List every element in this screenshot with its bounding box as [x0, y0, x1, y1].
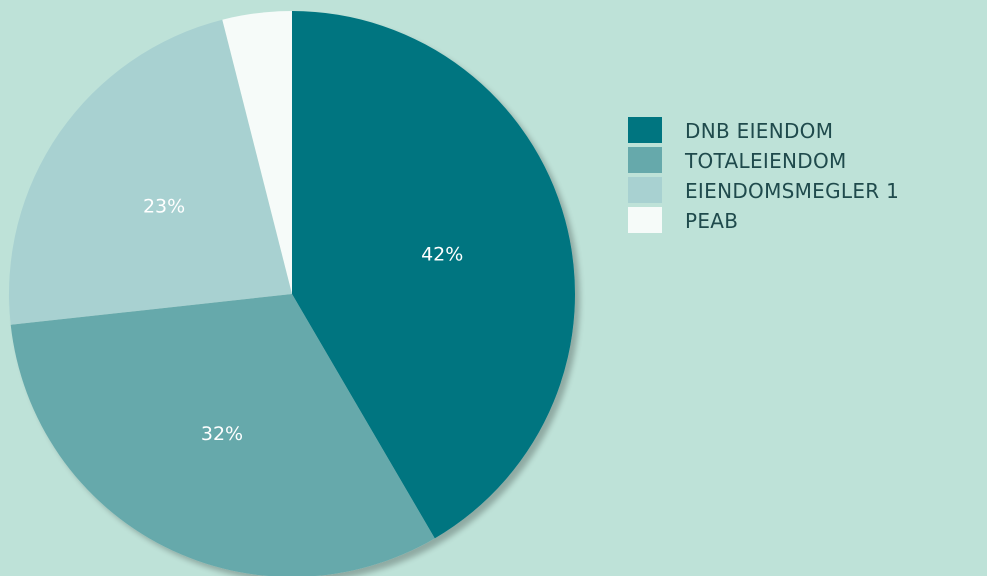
legend-label-peab: PEAB: [685, 209, 738, 233]
legend-label-totaleiendom: TOTALEIENDOM: [684, 149, 847, 173]
legend-swatch-dnb-eiendom: [628, 117, 662, 143]
legend-swatch-totaleiendom: [628, 147, 662, 173]
legend-swatch-peab: [628, 207, 662, 233]
slice-label-eiendomsmegler-1: 23%: [143, 195, 185, 217]
slice-label-dnb-eiendom: 42%: [421, 243, 463, 265]
legend-swatch-eiendomsmegler-1: [628, 177, 662, 203]
legend-label-eiendomsmegler-1: EIENDOMSMEGLER 1: [685, 179, 899, 203]
legend-label-dnb-eiendom: DNB EIENDOM: [685, 119, 833, 143]
pie-slices: [9, 11, 575, 576]
slice-label-totaleiendom: 32%: [201, 423, 243, 445]
legend: DNB EIENDOM TOTALEIENDOM EIENDOMSMEGLER 1 P…: [628, 117, 899, 233]
